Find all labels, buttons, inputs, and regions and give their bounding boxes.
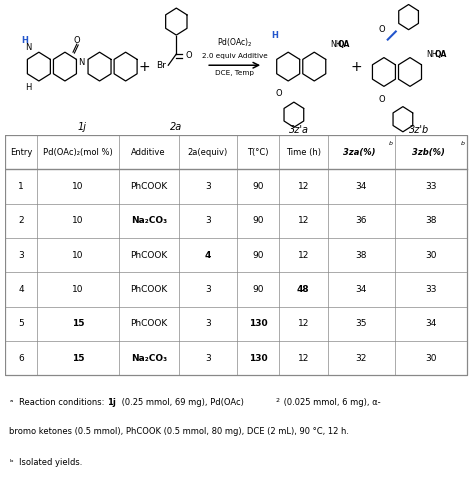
Text: 3: 3 xyxy=(205,319,211,328)
Text: 12: 12 xyxy=(298,354,309,362)
Text: 3: 3 xyxy=(205,182,211,191)
Text: Na₂CO₃: Na₂CO₃ xyxy=(131,354,167,362)
Text: N: N xyxy=(78,57,85,67)
Text: Additive: Additive xyxy=(131,147,166,157)
Text: 12: 12 xyxy=(298,182,309,191)
Text: 34: 34 xyxy=(425,319,437,328)
Text: 90: 90 xyxy=(252,251,264,260)
Text: 2a(equiv): 2a(equiv) xyxy=(188,147,228,157)
Text: 33: 33 xyxy=(425,182,437,191)
Text: 3: 3 xyxy=(18,251,24,260)
Text: H: H xyxy=(25,83,32,92)
Text: PhCOOK: PhCOOK xyxy=(130,319,167,328)
Text: H: H xyxy=(271,30,278,40)
Text: O: O xyxy=(73,36,80,45)
Text: 10: 10 xyxy=(72,285,83,294)
Text: 1: 1 xyxy=(18,182,24,191)
Text: 12: 12 xyxy=(298,251,309,260)
Text: 3z'a: 3z'a xyxy=(289,125,309,135)
Text: (0.25 mmol, 69 mg), Pd(OAc): (0.25 mmol, 69 mg), Pd(OAc) xyxy=(118,399,244,407)
Text: ᵇ: ᵇ xyxy=(9,458,13,467)
Text: 48: 48 xyxy=(297,285,310,294)
Text: Time (h): Time (h) xyxy=(286,147,321,157)
Text: 38: 38 xyxy=(356,251,367,260)
Text: 6: 6 xyxy=(18,354,24,362)
Text: N: N xyxy=(25,43,32,52)
Text: 130: 130 xyxy=(248,354,267,362)
Text: T(°C): T(°C) xyxy=(247,147,269,157)
Text: 3: 3 xyxy=(205,216,211,225)
Text: O: O xyxy=(378,25,385,34)
Text: 34: 34 xyxy=(356,285,367,294)
Text: 90: 90 xyxy=(252,182,264,191)
Text: 32: 32 xyxy=(356,354,367,362)
Text: PhCOOK: PhCOOK xyxy=(130,285,167,294)
Text: (0.025 mmol, 6 mg), α-: (0.025 mmol, 6 mg), α- xyxy=(281,399,381,407)
Text: 10: 10 xyxy=(72,251,83,260)
Text: 2: 2 xyxy=(18,216,24,225)
Text: Isolated yields.: Isolated yields. xyxy=(18,458,82,467)
Text: 4: 4 xyxy=(18,285,24,294)
Text: H: H xyxy=(21,36,28,45)
Text: 10: 10 xyxy=(72,182,83,191)
Text: b: b xyxy=(389,141,393,146)
Text: 130: 130 xyxy=(248,319,267,328)
Text: Reaction conditions:: Reaction conditions: xyxy=(18,399,107,407)
Text: Pd(OAc)$_2$: Pd(OAc)$_2$ xyxy=(217,37,253,49)
Text: Na₂CO₃: Na₂CO₃ xyxy=(131,216,167,225)
Text: 35: 35 xyxy=(356,319,367,328)
Text: 36: 36 xyxy=(356,216,367,225)
Text: 34: 34 xyxy=(356,182,367,191)
Text: NH: NH xyxy=(427,51,438,59)
Text: 33: 33 xyxy=(425,285,437,294)
Text: 3: 3 xyxy=(205,354,211,362)
Text: 3: 3 xyxy=(205,285,211,294)
Text: 1j: 1j xyxy=(77,122,86,132)
Text: 3z'b: 3z'b xyxy=(410,125,429,135)
Text: 30: 30 xyxy=(425,251,437,260)
Text: +: + xyxy=(351,60,362,74)
Text: 15: 15 xyxy=(72,354,84,362)
Text: b: b xyxy=(461,141,465,146)
Text: 30: 30 xyxy=(425,354,437,362)
Text: PhCOOK: PhCOOK xyxy=(130,182,167,191)
Text: PhCOOK: PhCOOK xyxy=(130,251,167,260)
Text: Br: Br xyxy=(156,61,166,70)
Text: QA: QA xyxy=(434,51,447,59)
Text: Pd(OAc)₂(mol %): Pd(OAc)₂(mol %) xyxy=(43,147,113,157)
Text: 1j: 1j xyxy=(107,399,116,407)
Text: bromo ketones (0.5 mmol), PhCOOK (0.5 mmol, 80 mg), DCE (2 mL), 90 °C, 12 h.: bromo ketones (0.5 mmol), PhCOOK (0.5 mm… xyxy=(9,428,349,436)
Text: ᵃ: ᵃ xyxy=(9,399,13,407)
Text: 12: 12 xyxy=(298,319,309,328)
Text: O: O xyxy=(275,89,282,98)
Text: 2.0 equiv Additive: 2.0 equiv Additive xyxy=(202,53,267,59)
Text: NH: NH xyxy=(330,40,342,50)
Text: 15: 15 xyxy=(72,319,84,328)
Text: 5: 5 xyxy=(18,319,24,328)
Text: 3za(%): 3za(%) xyxy=(343,147,375,157)
Text: 3zb(%): 3zb(%) xyxy=(412,147,445,157)
Text: +: + xyxy=(139,60,150,74)
Text: O: O xyxy=(186,51,192,60)
Text: QA: QA xyxy=(338,40,350,50)
Text: 38: 38 xyxy=(425,216,437,225)
Text: 10: 10 xyxy=(72,216,83,225)
Text: Entry: Entry xyxy=(10,147,32,157)
Text: 4: 4 xyxy=(205,251,211,260)
Text: 12: 12 xyxy=(298,216,309,225)
Text: O: O xyxy=(378,95,385,105)
Text: 90: 90 xyxy=(252,216,264,225)
Text: 2a: 2a xyxy=(170,122,182,132)
Text: 2: 2 xyxy=(275,398,279,403)
Text: DCE, Temp: DCE, Temp xyxy=(215,70,254,76)
Text: 90: 90 xyxy=(252,285,264,294)
